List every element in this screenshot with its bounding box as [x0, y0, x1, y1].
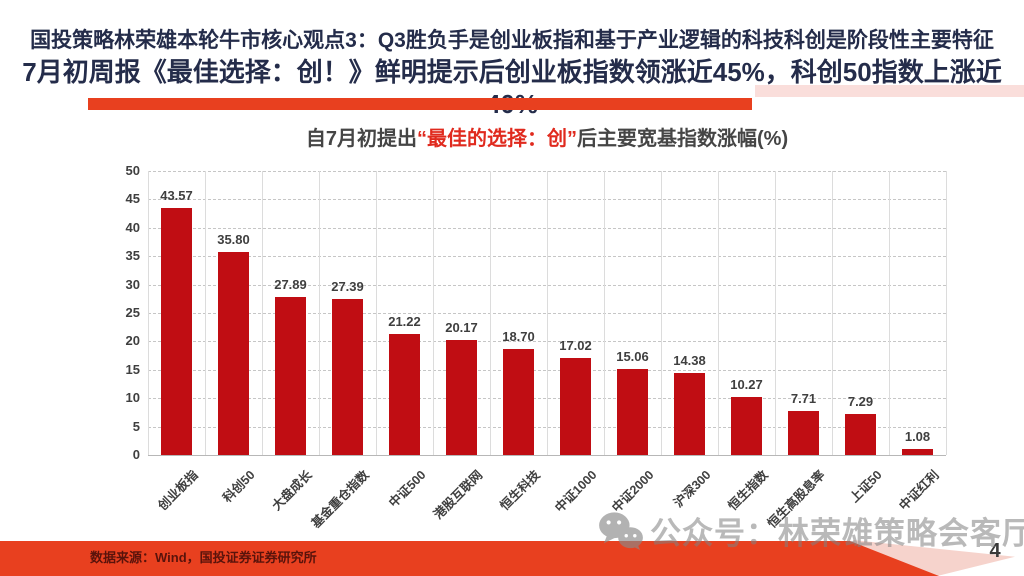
header-divider-bar: [88, 98, 752, 110]
gridline-vertical: [547, 171, 548, 455]
bar: [845, 414, 876, 455]
x-axis-label: 中证500: [386, 467, 429, 511]
y-axis-tick-label: 10: [125, 390, 140, 406]
x-axis-label: 中证1000: [552, 467, 600, 516]
bar-value-label: 10.27: [730, 377, 763, 392]
header-divider-pink-bar: [755, 85, 1024, 97]
bar-value-label: 14.38: [673, 353, 706, 368]
y-axis-tick-label: 30: [125, 276, 140, 292]
header-line-1: 国投策略林荣雄本轮牛市核心观点3：Q3胜负手是创业板指和基于产业逻辑的科技科创是…: [30, 29, 994, 52]
data-source-text: 数据来源：Wind，国投证券证券研究所: [90, 550, 317, 565]
y-axis-tick-label: 0: [132, 447, 140, 462]
gridline-vertical: [262, 171, 263, 455]
gridline-vertical: [832, 171, 833, 455]
gridline-vertical: [661, 171, 662, 455]
bar-value-label: 20.17: [445, 320, 478, 335]
chart-title-highlight: “最佳的选择：创”: [417, 128, 577, 150]
bar: [560, 358, 591, 455]
bar: [902, 449, 933, 455]
bar: [617, 369, 648, 455]
bar: [674, 373, 705, 455]
gridline-vertical: [490, 171, 491, 455]
y-axis-tick-label: 25: [125, 305, 140, 320]
x-axis-label: 基金重仓指数: [308, 467, 372, 531]
chart-title: 自7月初提出“最佳的选择：创”后主要宽基指数涨幅(%): [148, 122, 946, 151]
y-axis-tick-label: 35: [125, 248, 140, 264]
bar: [389, 334, 420, 455]
x-axis-label: 沪深300: [671, 467, 714, 511]
bar: [161, 208, 192, 455]
x-axis-label: 科创50: [220, 467, 258, 506]
y-axis-tick-label: 15: [125, 361, 140, 377]
y-axis-tick-label: 45: [125, 191, 140, 207]
y-axis-tick-label: 50: [125, 163, 140, 178]
bar-value-label: 18.70: [502, 329, 535, 344]
bar: [446, 340, 477, 455]
bar: [332, 299, 363, 455]
gridline-vertical: [946, 171, 947, 455]
bar-value-label: 17.02: [559, 338, 592, 353]
bar-value-label: 27.39: [331, 279, 364, 294]
bar-value-label: 43.57: [160, 188, 193, 203]
bar-value-label: 27.89: [274, 277, 307, 292]
gridline-vertical: [604, 171, 605, 455]
x-axis-label: 恒生指数: [725, 467, 771, 514]
watermark-text: 公众号：林荣雄策略会客厅: [650, 516, 1024, 551]
x-axis-label: 恒生科技: [497, 467, 543, 514]
bar-value-label: 21.22: [388, 314, 421, 329]
page-number: 4: [989, 540, 1001, 562]
gridline-vertical: [775, 171, 776, 455]
gridline-vertical: [319, 171, 320, 455]
bar-value-label: 7.29: [847, 394, 874, 409]
gridline-vertical: [148, 171, 149, 455]
chart-title-suffix: 后主要宽基指数涨幅(%): [577, 128, 789, 150]
bar-value-label: 7.71: [790, 391, 817, 406]
y-axis-tick-label: 40: [125, 219, 140, 235]
bar: [503, 349, 534, 455]
gridline-vertical: [433, 171, 434, 455]
x-axis-label: 上证50: [847, 467, 885, 506]
x-axis-line: [148, 455, 946, 456]
x-axis-label: 大盘成长: [269, 467, 315, 514]
bar-value-label: 35.80: [217, 232, 250, 247]
gridline-vertical: [718, 171, 719, 455]
y-axis-tick-label: 5: [132, 418, 140, 434]
watermark: 公众号：林荣雄策略会客厅: [598, 508, 1024, 553]
bar-value-label: 15.06: [616, 349, 649, 364]
bar: [218, 252, 249, 455]
bar: [788, 411, 819, 455]
x-axis-label: 中证红利: [896, 467, 942, 514]
gridline-vertical: [376, 171, 377, 455]
bar-value-label: 1.08: [904, 429, 931, 444]
wechat-icon: [599, 511, 643, 550]
x-axis-label: 创业板指: [155, 467, 201, 514]
x-axis-label: 港股互联网: [431, 467, 486, 522]
gridline-vertical: [205, 171, 206, 455]
bar: [275, 297, 306, 455]
gridline-vertical: [889, 171, 890, 455]
bar-chart-plot-area: 0 5 10 15 20 25 30 35 40 45 50 43.57 创业板指 35.80 科创50 27…: [126, 163, 947, 531]
bar: [731, 397, 762, 455]
footer-red-band: [0, 541, 939, 576]
chart-title-prefix: 自7月初提出: [305, 128, 417, 150]
y-axis-tick-label: 20: [125, 333, 140, 349]
